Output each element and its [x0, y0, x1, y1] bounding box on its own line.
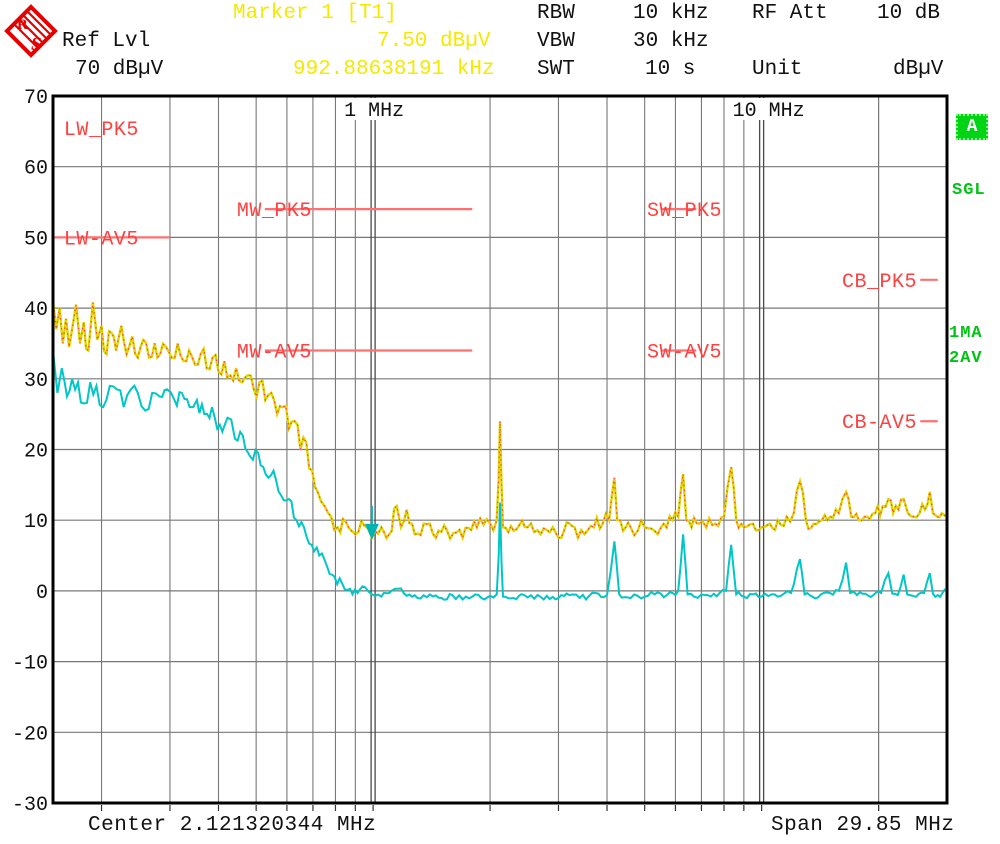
marker1-symbol — [364, 505, 379, 540]
span-readout: Span 29.85 MHz — [771, 814, 955, 837]
x-decade-label-box — [339, 98, 442, 120]
unit-label: Unit — [752, 58, 803, 81]
swt-value: 10 s — [645, 58, 696, 81]
svg-text:S: S — [31, 34, 42, 55]
y-axis-labels: 70 60 50 40 30 20 10 0 -10 -20 -30 — [12, 87, 48, 817]
ref-lvl-label: Ref Lvl — [62, 30, 151, 53]
svg-text:R: R — [17, 17, 28, 33]
rf-att-label: RF Att — [752, 2, 828, 25]
ref-lvl-value: 70 dBµV — [75, 58, 164, 81]
limit-lines: LW_PK5 LW-AV5 MW_PK5 MW-AV5 SW_PK5 SW-AV5 CB_P… — [53, 119, 938, 435]
trace2-average — [52, 350, 948, 602]
rbw-label: RBW — [537, 2, 575, 25]
y-tick-label: 20 — [24, 441, 48, 464]
rohde-schwarz-logo-icon: R S — [4, 4, 58, 58]
limit-line-label: SW_PK5 — [647, 200, 722, 223]
rf-att-value: 10 dB — [877, 2, 941, 25]
marker-level: 7.50 dBµV — [377, 30, 491, 53]
y-tick-label: 50 — [24, 228, 48, 251]
limit-line-label: LW-AV5 — [64, 228, 139, 251]
limit-line-label: LW_PK5 — [64, 119, 139, 142]
swt-label: SWT — [537, 58, 575, 81]
single-sweep-indicator: SGL — [952, 181, 986, 200]
y-tick-label: 40 — [24, 299, 48, 322]
unit-value: dBµV — [893, 58, 944, 81]
plot-border — [51, 94, 949, 805]
vbw-label: VBW — [537, 30, 575, 53]
y-tick-label: 70 — [24, 87, 48, 110]
y-tick-label: 0 — [36, 582, 48, 605]
trace2-mode-indicator: 2AV — [949, 349, 983, 368]
limit-line-label: CB_PK5 — [842, 271, 917, 294]
marker-frequency: 992.88638191 kHz — [293, 58, 495, 81]
x-decade-label: 1 MHz — [344, 100, 404, 123]
limit-line-label: CB-AV5 — [842, 412, 917, 435]
x-decade-label: 10 MHz — [733, 100, 805, 123]
limit-line-label: SW-AV5 — [647, 342, 722, 365]
x-decade-label-box — [727, 98, 830, 120]
y-tick-label: -20 — [12, 723, 48, 746]
vbw-value: 30 kHz — [633, 30, 709, 53]
rbw-value: 10 kHz — [633, 2, 709, 25]
trace1-mode-indicator: 1MA — [949, 324, 983, 343]
y-tick-label: -10 — [12, 653, 48, 676]
plot-grid — [53, 96, 947, 811]
y-tick-label: -30 — [12, 794, 48, 817]
y-tick-label: 10 — [24, 511, 48, 534]
screen-a-badge: A — [956, 114, 988, 140]
center-frequency-readout: Center 2.121320344 MHz — [88, 814, 377, 837]
traces — [51, 300, 948, 602]
limit-line-label: MW_PK5 — [237, 200, 312, 223]
trace1-red-dotted-overlay — [52, 300, 948, 541]
limit-line-label: MW-AV5 — [237, 342, 312, 365]
y-tick-label: 60 — [24, 158, 48, 181]
marker-title: Marker 1 [T1] — [233, 2, 397, 25]
y-tick-label: 30 — [24, 370, 48, 393]
